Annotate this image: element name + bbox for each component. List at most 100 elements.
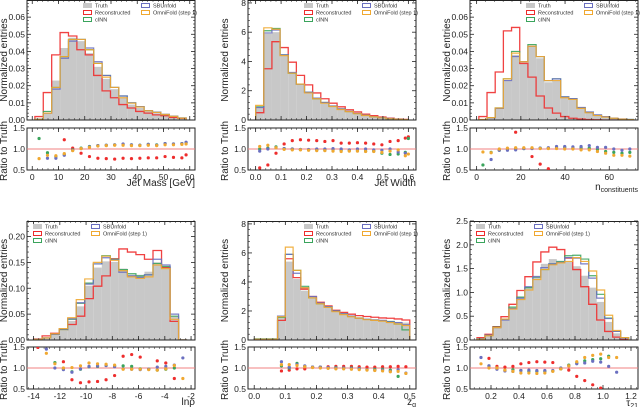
legend-swatch-omnifold bbox=[141, 10, 150, 15]
omnifold-ratio-point bbox=[380, 150, 384, 154]
omnifold-ratio-point bbox=[71, 149, 75, 153]
sbunfold-ratio-point bbox=[266, 147, 270, 151]
legend-label-sbunfold: SBUnfold bbox=[596, 4, 619, 10]
reconstructed-step-line bbox=[34, 31, 187, 120]
x-tick-label: 1.2 bbox=[625, 391, 637, 401]
truth-bar bbox=[377, 117, 386, 120]
ratio-y-tick-label: 0.5 bbox=[13, 384, 25, 394]
cinn-ratio-point bbox=[130, 364, 134, 368]
y-tick-label: 0.03 bbox=[451, 64, 468, 74]
sbunfold-ratio-point bbox=[53, 366, 57, 370]
reconstructed-ratio-point bbox=[514, 130, 518, 134]
truth-bar bbox=[144, 111, 153, 120]
y-axis-title: Normalized entries bbox=[0, 18, 10, 101]
reconstructed-ratio-point bbox=[70, 378, 74, 382]
main-panel bbox=[478, 26, 635, 120]
omnifold-ratio-point bbox=[388, 149, 392, 153]
truth-bar bbox=[51, 80, 61, 120]
legend-swatch-truth bbox=[476, 224, 485, 229]
omnifold-ratio-point bbox=[355, 149, 360, 153]
truth-bar bbox=[495, 108, 504, 120]
y-tick-label: 0.5 bbox=[456, 311, 468, 321]
ratio-y-tick-label: 0.5 bbox=[13, 165, 25, 175]
reconstructed-ratio-point bbox=[396, 364, 400, 368]
legend-item-cinn: cINN bbox=[476, 238, 500, 245]
cinn-ratio-point bbox=[45, 151, 50, 155]
omnifold-ratio-point bbox=[511, 369, 515, 373]
reconstructed-ratio-point bbox=[404, 365, 408, 369]
legend-item-omnifold: OmniFold (step 1) bbox=[141, 10, 197, 17]
ratio-axis-title: Ratio to Truth bbox=[0, 340, 10, 400]
x-tick-label: 0.3 bbox=[326, 172, 338, 182]
legend-label-truth: Truth bbox=[45, 225, 58, 231]
sbunfold-ratio-point bbox=[489, 157, 493, 162]
legend-item-reconstructed: Reconstructed bbox=[476, 231, 523, 238]
y-tick-label: 4 bbox=[241, 56, 246, 66]
legend-item-cinn: cINN bbox=[304, 238, 328, 245]
reconstructed-ratio-point bbox=[575, 374, 579, 378]
cinn-ratio-point bbox=[37, 136, 41, 141]
sbunfold-ratio-point bbox=[612, 147, 616, 151]
reconstructed-ratio-point bbox=[331, 139, 335, 143]
reconstructed-ratio-point bbox=[306, 138, 311, 142]
ratio-panel bbox=[258, 135, 410, 170]
x-axis-title-subscript: constituents bbox=[601, 187, 639, 194]
legend-label-cinn: cINN bbox=[45, 239, 57, 245]
legend-label-sbunfold: SBUnfold bbox=[546, 225, 569, 231]
x-tick-label: 60 bbox=[185, 172, 195, 182]
omnifold-ratio-point bbox=[138, 367, 142, 371]
x-axis-title: lnρ bbox=[182, 397, 196, 407]
truth-bar bbox=[355, 317, 364, 340]
omnifold-ratio-point bbox=[87, 361, 91, 365]
truth-bar bbox=[484, 335, 493, 340]
ratio-panel bbox=[479, 352, 619, 389]
x-tick-label: 0.1 bbox=[279, 391, 291, 401]
omnifold-ratio-point bbox=[404, 371, 408, 376]
reconstructed-ratio-point bbox=[364, 141, 368, 145]
x-tick-label: -12 bbox=[54, 391, 67, 401]
main-panel bbox=[253, 246, 411, 340]
omnifold-ratio-point bbox=[339, 149, 343, 154]
reconstructed-ratio-point bbox=[279, 369, 284, 373]
ratio-y-tick-label: 1.0 bbox=[13, 144, 25, 154]
truth-bar bbox=[601, 116, 610, 120]
truth-bar bbox=[585, 112, 594, 120]
y-tick-label: 2.5 bbox=[456, 216, 468, 226]
legend-label-cinn: cINN bbox=[316, 18, 328, 24]
legend-label-sbunfold: SBUnfold bbox=[374, 4, 397, 10]
x-tick-label: 0.2 bbox=[301, 172, 313, 182]
x-tick-label: -14 bbox=[27, 391, 40, 401]
reconstructed-ratio-point bbox=[155, 156, 159, 160]
omnifold-ratio-point bbox=[567, 364, 571, 368]
sbunfold-ratio-point bbox=[543, 368, 547, 373]
sbunfold-ratio-point bbox=[331, 146, 335, 151]
sbunfold-ratio-point bbox=[579, 144, 583, 149]
omnifold-ratio-point bbox=[79, 146, 83, 151]
ratio-y-tick-label: 1.5 bbox=[13, 342, 25, 352]
omnifold-ratio-point bbox=[546, 146, 550, 151]
omnifold-ratio-point bbox=[326, 366, 330, 371]
omnifold-ratio-point bbox=[282, 147, 286, 152]
truth-bar bbox=[361, 115, 370, 120]
legend-swatch-omnifold bbox=[91, 231, 100, 236]
legend-item-reconstructed: Reconstructed bbox=[304, 10, 351, 17]
truth-bar bbox=[93, 66, 103, 120]
truth-bar bbox=[593, 114, 602, 120]
omnifold-ratio-point bbox=[587, 148, 591, 152]
reconstructed-ratio-point bbox=[315, 139, 319, 143]
sbunfold-ratio-point bbox=[279, 360, 284, 364]
reconstructed-ratio-point bbox=[129, 157, 134, 161]
x-tick-label: 60 bbox=[605, 172, 615, 182]
sbunfold-ratio-point bbox=[258, 149, 262, 153]
legend-item-sbunfold: SBUnfold bbox=[91, 224, 126, 231]
x-tick-label: 1.0 bbox=[597, 391, 609, 401]
legend-label-reconstructed: Reconstructed bbox=[45, 232, 80, 238]
omnifold-ratio-point bbox=[591, 353, 595, 357]
truth-bar bbox=[500, 318, 509, 340]
omnifold-ratio-point bbox=[163, 143, 167, 147]
omnifold-ratio-point bbox=[388, 370, 392, 374]
legend-swatch-cinn bbox=[476, 238, 485, 243]
subplot-2: 0 2 4 6 8 0.0 0.1 0.2 0.3 0.4 0.5 0.6 0.5 1.0 1.5 Norma… bbox=[220, 0, 418, 189]
omnifold-ratio-point bbox=[274, 146, 278, 150]
